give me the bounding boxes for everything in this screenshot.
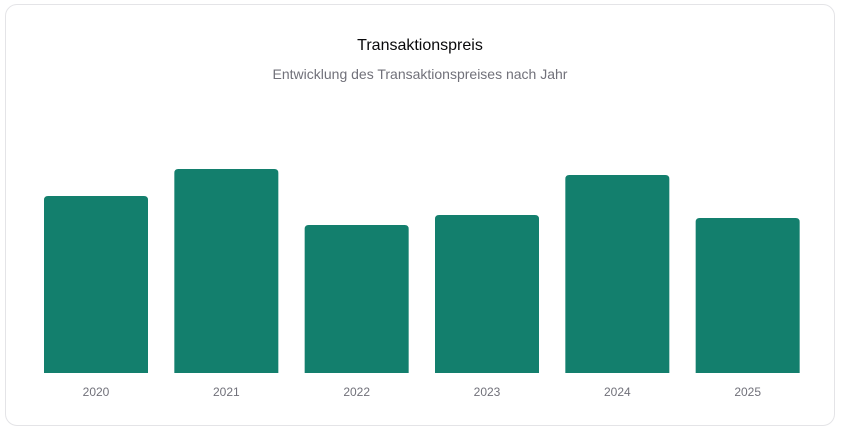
x-tick-label-2025: 2025: [734, 385, 761, 399]
x-tick-label-2023: 2023: [474, 385, 501, 399]
bar-2024[interactable]: [565, 175, 670, 373]
x-tick-label-2022: 2022: [343, 385, 370, 399]
bar-2025[interactable]: [695, 218, 800, 373]
x-axis-ticks: 2020 2021 2022 2023 2024 2025: [83, 385, 762, 399]
chart-title: Transaktionspreis: [357, 37, 483, 54]
bar-2022[interactable]: [304, 225, 409, 373]
bar-2020[interactable]: [44, 196, 148, 373]
x-tick-label-2020: 2020: [83, 385, 110, 399]
bars-group: [44, 169, 800, 373]
bar-2021[interactable]: [174, 169, 279, 373]
x-tick-label-2024: 2024: [604, 385, 631, 399]
bar-2023[interactable]: [435, 215, 539, 373]
chart-subtitle: Entwicklung des Transaktionspreises nach…: [272, 66, 568, 82]
x-tick-label-2021: 2021: [213, 385, 240, 399]
